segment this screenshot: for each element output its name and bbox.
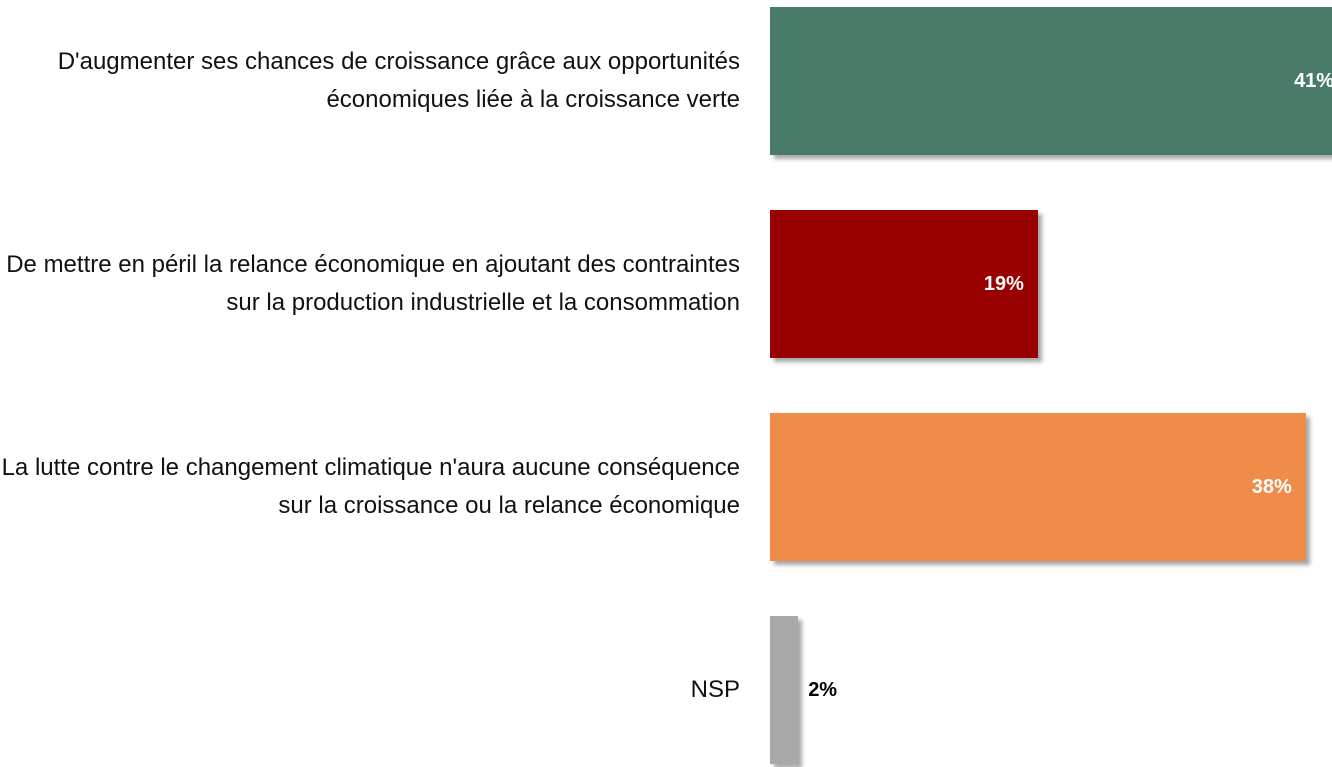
category-label: D'augmenter ses chances de croissance gr… [57,48,740,113]
category-label: NSP [690,676,740,703]
category-label: De mettre en péril la relance économique… [6,251,740,316]
bar [770,413,1306,561]
bar [770,210,1038,358]
bar [770,7,1332,155]
value-label: 38% [1251,475,1292,498]
value-label: 2% [808,678,838,701]
bar [770,616,799,764]
value-label: 41% [1294,69,1332,92]
category-label: La lutte contre le changement climatique… [1,454,740,519]
value-label: 19% [983,272,1024,295]
